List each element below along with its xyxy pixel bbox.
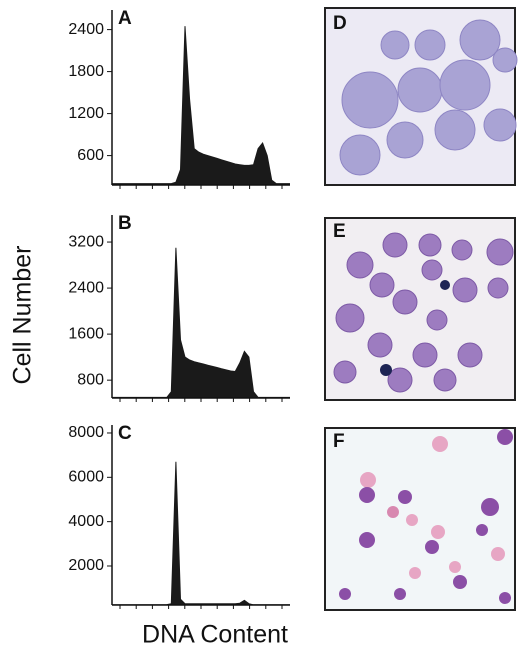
cell <box>380 364 392 376</box>
cells <box>333 232 514 393</box>
panel-label: F <box>333 431 345 452</box>
y-axis-label: Cell Number <box>9 246 37 385</box>
cells <box>339 429 513 604</box>
cells <box>339 19 518 176</box>
y-tick-label: 600 <box>77 147 104 164</box>
y-tick-label: 2400 <box>68 279 104 296</box>
histogram: 600 1200 1800 2400 A <box>68 8 290 189</box>
micrograph-d: D <box>324 7 518 186</box>
histogram-area <box>112 26 290 185</box>
panel-label: D <box>333 13 347 34</box>
micrograph-f: F <box>324 427 516 611</box>
y-tick-label: 2400 <box>68 21 104 38</box>
y-tick-label: 8000 <box>68 424 104 441</box>
y-tick-label: 2000 <box>68 557 104 574</box>
y-tick-label: 4000 <box>68 513 104 530</box>
histogram-area <box>112 247 290 398</box>
y-tick-label: 800 <box>77 371 104 388</box>
y-tick-label: 6000 <box>68 469 104 486</box>
y-tick-label: 1600 <box>68 325 104 342</box>
y-tick-label: 1800 <box>68 63 104 80</box>
x-axis-label: DNA Content <box>142 621 288 649</box>
cell <box>440 280 450 290</box>
panel-frame <box>324 427 516 611</box>
y-tick-label: 1200 <box>68 105 104 122</box>
panel-label: C <box>118 423 132 444</box>
histogram: 800 1600 2400 3200 B <box>68 213 290 402</box>
micrograph-e: E <box>324 217 516 401</box>
histogram: 2000 4000 6000 8000 C <box>68 423 290 609</box>
panel-label: B <box>118 213 132 234</box>
histogram-area <box>112 461 290 605</box>
y-tick-label: 3200 <box>68 233 104 250</box>
panel-label: E <box>333 221 346 242</box>
panel-label: A <box>118 8 132 29</box>
